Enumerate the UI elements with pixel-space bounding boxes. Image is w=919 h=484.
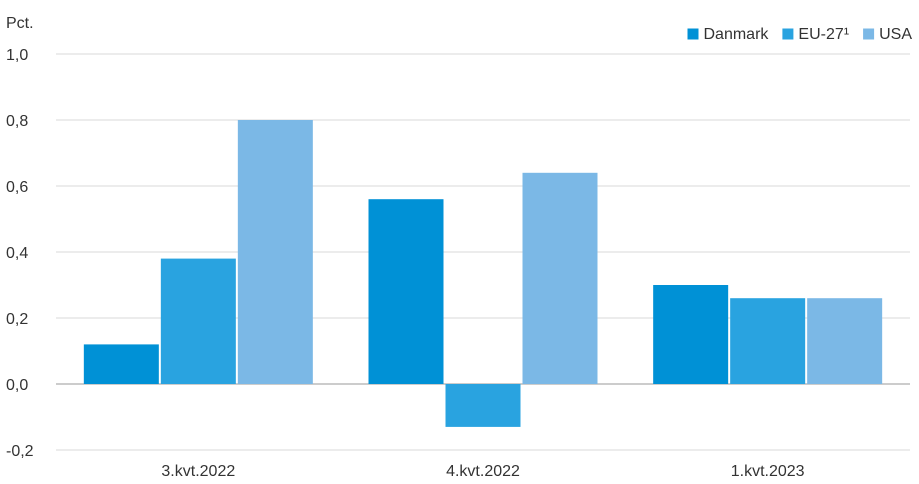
bar-danmark	[83, 344, 159, 384]
x-tick-label: 3.kvt.2022	[161, 463, 235, 480]
bar-usa	[522, 172, 598, 384]
bar-eu27	[730, 298, 806, 384]
legend-swatch	[687, 28, 699, 40]
y-axis-unit-label: Pct.	[6, 15, 34, 32]
y-axis-ticks: -0,2 0,0 0,2 0,4 0,6 0,8 1,0	[6, 47, 34, 460]
y-tick-label: 0,6	[6, 179, 28, 196]
legend-label: Danmark	[704, 26, 770, 43]
y-tick-label: 0,2	[6, 311, 28, 328]
legend-swatch	[782, 28, 794, 40]
bar-eu27	[160, 258, 236, 384]
legend-label: USA	[879, 26, 912, 43]
bar-danmark	[368, 199, 444, 384]
y-tick-label: 0,0	[6, 377, 28, 394]
legend-label: EU-27¹	[798, 26, 849, 43]
bar-usa	[237, 120, 313, 384]
y-tick-label: -0,2	[6, 443, 34, 460]
x-tick-label: 4.kvt.2022	[446, 463, 520, 480]
y-tick-label: 0,8	[6, 113, 28, 130]
bar-danmark	[653, 285, 729, 384]
legend-swatch	[863, 28, 875, 40]
bars	[83, 120, 883, 427]
bar-eu27	[445, 384, 521, 427]
x-tick-label: 1.kvt.2023	[731, 463, 805, 480]
x-axis-ticks: 3.kvt.2022 4.kvt.2022 1.kvt.2023	[161, 463, 804, 480]
legend: USA EU-27¹ Danmark	[687, 26, 912, 43]
y-tick-label: 1,0	[6, 47, 28, 64]
bar-usa	[807, 298, 883, 384]
y-tick-label: 0,4	[6, 245, 28, 262]
